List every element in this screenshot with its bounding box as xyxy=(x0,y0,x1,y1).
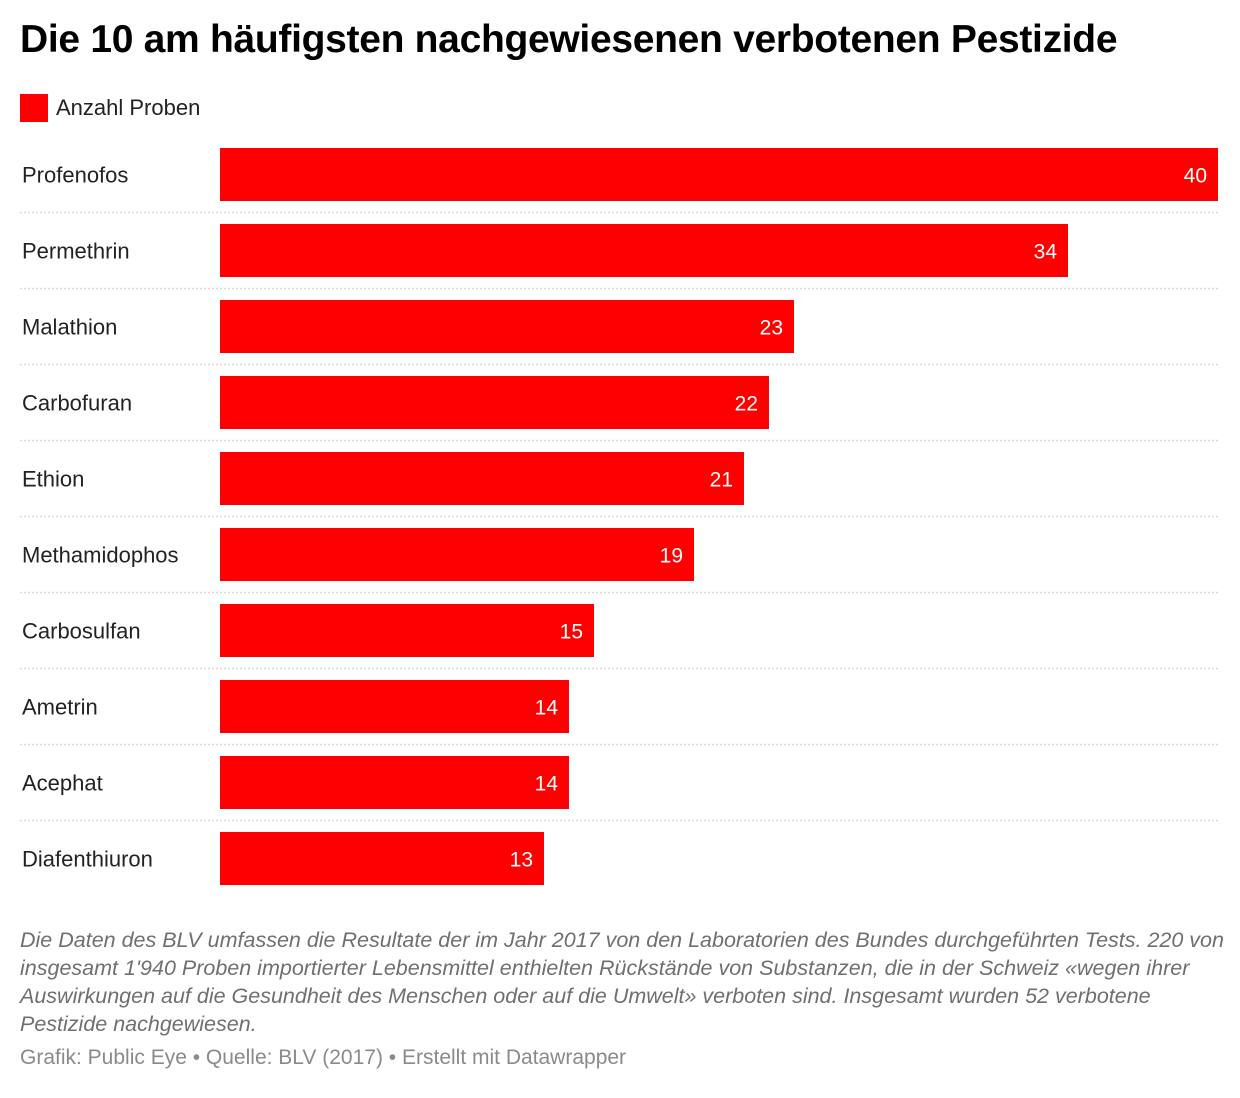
category-label: Ametrin xyxy=(22,695,98,720)
bar xyxy=(220,452,744,505)
bar xyxy=(220,148,1218,201)
legend-swatch xyxy=(20,94,48,122)
bar xyxy=(220,224,1068,277)
category-label: Ethion xyxy=(22,467,84,492)
value-label: 23 xyxy=(760,317,783,340)
bar xyxy=(220,300,794,353)
bar xyxy=(220,680,569,733)
category-label: Methamidophos xyxy=(22,543,179,568)
value-label: 19 xyxy=(660,545,683,568)
legend: Anzahl Proben xyxy=(20,94,200,122)
value-label: 13 xyxy=(510,849,533,872)
bar xyxy=(220,376,769,429)
value-label: 34 xyxy=(1034,241,1058,264)
value-label: 14 xyxy=(535,697,559,720)
value-label: 21 xyxy=(710,469,733,492)
category-label: Permethrin xyxy=(22,239,130,264)
chart-footer: Grafik: Public Eye • Quelle: BLV (2017) … xyxy=(20,1046,627,1069)
category-label: Malathion xyxy=(22,315,117,340)
bar-chart: Profenofos 40 Permethrin 34 Malathion 23 Carbo… xyxy=(20,148,1218,885)
category-label: Diafenthiuron xyxy=(22,847,153,872)
category-label: Profenofos xyxy=(22,163,128,188)
bar xyxy=(220,756,569,809)
category-label: Carbosulfan xyxy=(22,619,141,644)
bar xyxy=(220,604,594,657)
chart-title: Die 10 am häufigsten nachgewiesenen verb… xyxy=(20,18,1118,61)
category-label: Carbofuran xyxy=(22,391,132,416)
chart-note: Die Daten des BLV umfassen die Resultate… xyxy=(20,928,1224,1036)
bar xyxy=(220,832,544,885)
value-label: 15 xyxy=(560,621,583,644)
value-label: 40 xyxy=(1184,165,1207,188)
legend-label: Anzahl Proben xyxy=(56,95,201,120)
value-label: 14 xyxy=(535,773,559,796)
value-label: 22 xyxy=(735,393,758,416)
bar xyxy=(220,528,694,581)
category-label: Acephat xyxy=(22,771,103,796)
